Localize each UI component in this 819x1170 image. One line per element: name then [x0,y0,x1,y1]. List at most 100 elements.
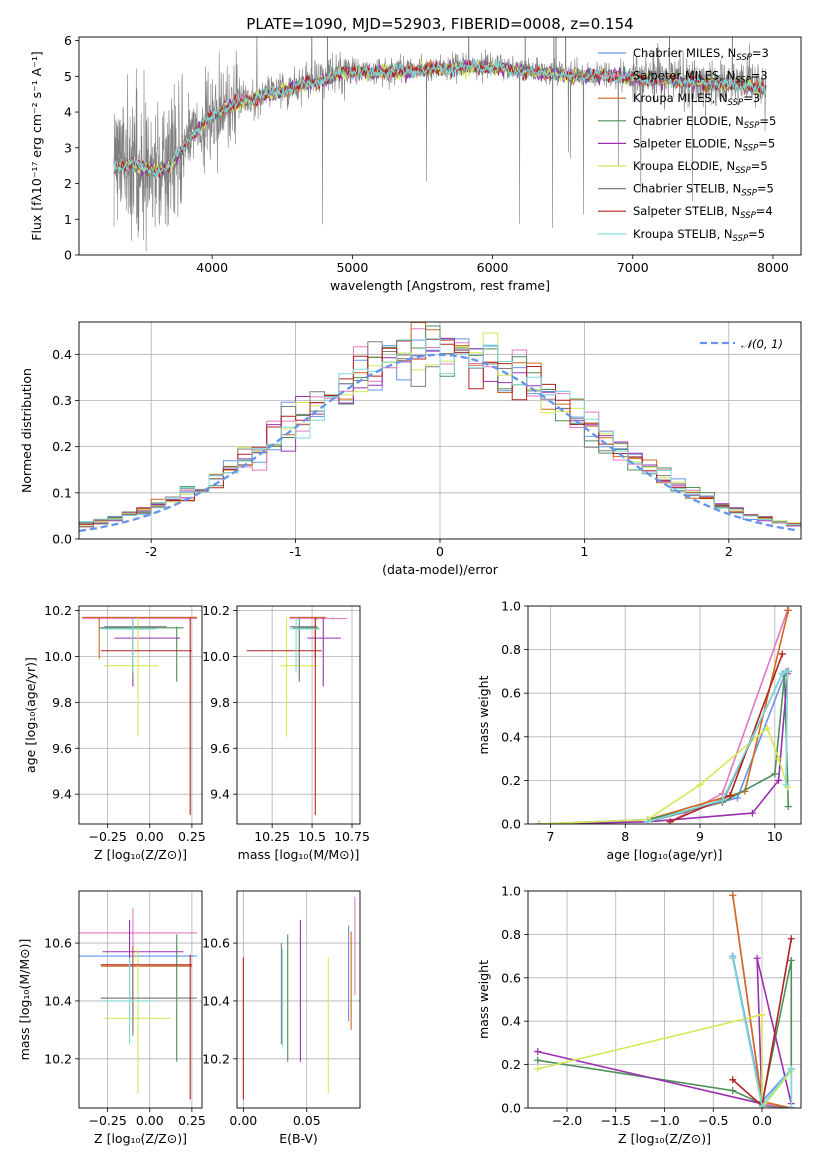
x-axis-label: wavelength [Angstrom, rest frame] [330,278,550,293]
legend-label-subscript: SSP [736,53,752,63]
legend-label-suffix: =3 [743,91,760,105]
weight-point-marker [758,1102,766,1108]
weight-point-marker [787,935,795,943]
weight-point-marker [729,891,737,899]
x-axis-label: Z [log₁₀(Z/Z⊙)] [618,1131,711,1146]
y-axis-label: Normed distribution [19,368,34,493]
weight-point-marker [726,792,734,800]
y-tick-label: 6 [64,33,72,48]
weight-point-marker [644,818,652,824]
axes-frame [78,36,802,256]
weight-point-marker [787,956,795,964]
plot-area-weight_vs_Z [528,891,801,1108]
x-axis-label: age [log₁₀(age/yr)] [607,847,723,862]
y-tick-label: 10.0 [202,649,230,664]
plot-area-age_vs_mass [237,606,360,824]
x-tick-label: 10.75 [334,829,370,844]
weight-series-line [539,726,789,824]
legend-label-subscript: SSP [741,189,757,199]
y-tick-label: 0.0 [501,817,521,832]
legend-label: Chabrier MILES, NSSP=3 [633,46,769,63]
legend-label-subscript: SSP [740,211,756,221]
y-tick-label: 0.3 [52,393,72,408]
legend-label-text: Kroupa MILES, N [633,91,728,105]
weight-point-marker [718,796,726,804]
x-axis-label: Z [log₁₀(Z/Z⊙)] [94,847,187,862]
y-tick-label: 0.4 [501,729,521,744]
weight-point-marker [733,794,741,802]
x-tick-label: −2.0 [552,1113,582,1128]
y-tick-label: 10.6 [202,936,230,951]
y-tick-label: 0.2 [52,439,72,454]
y-tick-label: 0.6 [501,970,521,985]
x-axis-label: E(B-V) [279,1131,318,1146]
y-tick-label: 9.4 [52,787,72,802]
y-tick-label: 3 [64,140,72,155]
y-tick-label: 0 [64,248,72,263]
x-axis-label: Z [log₁₀(Z/Z⊙)] [94,1131,187,1146]
legend-label-suffix: =4 [756,204,773,218]
y-tick-label: 0.6 [501,686,521,701]
y-tick-label: 0.0 [501,1101,521,1116]
weight-point-marker [729,1087,737,1095]
x-tick-label: 0.00 [136,1113,164,1128]
plot-area-residuals [79,322,801,539]
legend-label-subscript: SSP [733,234,749,244]
legend-label-suffix: =3 [752,46,769,60]
weight-point-marker [729,1076,737,1084]
plot-area-age_vs_Z [79,606,202,824]
x-axis-label: mass [log₁₀(M/M⊙)] [238,847,360,862]
axes-spectrum: 4000 5000 6000 7000 8000 0 1 2 3 4 5 6 wavelength [A… [29,33,802,293]
axes-frame [236,890,361,1109]
x-tick-label: 8 [621,829,629,844]
y-tick-label: 0.4 [501,1014,521,1029]
y-tick-label: 9.4 [210,787,230,802]
legend-label-text: Kroupa STELIB, N [633,227,733,241]
legend-label: Chabrier STELIB, NSSP=5 [633,182,774,199]
x-tick-label: −0.25 [88,1113,126,1128]
legend-label: 𝒩(0, 1) [741,337,783,351]
weight-point-marker [758,1011,766,1019]
y-axis-label: mass weight [476,960,491,1039]
weight-point-marker [784,606,792,614]
axes-age_vs_Z: −0.25 0.00 0.25 9.4 9.6 9.8 10.0 10.2 Z [log₁₀(Z… [23,603,206,862]
weight-point-marker [729,954,737,962]
plot-area-weight_vs_age [528,606,801,824]
axes-frame [527,605,802,825]
legend-label-text: Chabrier STELIB, N [633,182,741,196]
weight-point-marker [535,820,543,824]
weight-point-marker [666,818,674,824]
legend-label-suffix: =5 [758,136,775,150]
y-tick-label: 10.2 [44,603,72,618]
weight-point-marker [771,770,779,778]
axes-age_vs_mass: 10.25 10.5 10.75 9.4 9.6 9.8 10.0 10.2 mass [log… [202,603,370,862]
weight-point-marker [787,1104,795,1108]
y-tick-label: 10.0 [44,649,72,664]
y-tick-label: 9.6 [210,741,230,756]
legend-label: Salpeter STELIB, NSSP=4 [633,204,773,221]
x-tick-label: 5000 [336,260,368,275]
legend-label: Kroupa ELODIE, NSSP=5 [633,159,768,176]
weight-point-marker [787,1065,795,1073]
y-tick-label: 10.4 [202,993,230,1008]
x-tick-label: 7000 [617,260,649,275]
y-tick-label: 1 [64,212,72,227]
x-tick-label: 0.05 [293,1113,321,1128]
x-tick-label: −0.5 [698,1113,728,1128]
weight-point-marker [778,650,786,658]
x-tick-label: 0.25 [178,829,206,844]
x-tick-label: −1.5 [601,1113,631,1128]
y-axis-label: Flux [fλ10⁻¹⁷ erg cm⁻² s⁻¹ A⁻¹] [29,51,44,240]
x-tick-label: 0.00 [229,1113,257,1128]
weight-point-marker [696,781,704,789]
weight-point-marker [775,776,783,784]
y-tick-label: 9.8 [52,695,72,710]
model-spectrum-line [113,59,767,179]
y-tick-label: 10.2 [202,603,230,618]
y-axis-label: mass weight [476,675,491,754]
legend-label-text: Salpeter MILES, N [633,69,735,83]
legend-label: Salpeter MILES, NSSP=3 [633,69,768,86]
legend-label: Kroupa STELIB, NSSP=5 [633,227,765,244]
weight-point-marker [753,954,761,962]
